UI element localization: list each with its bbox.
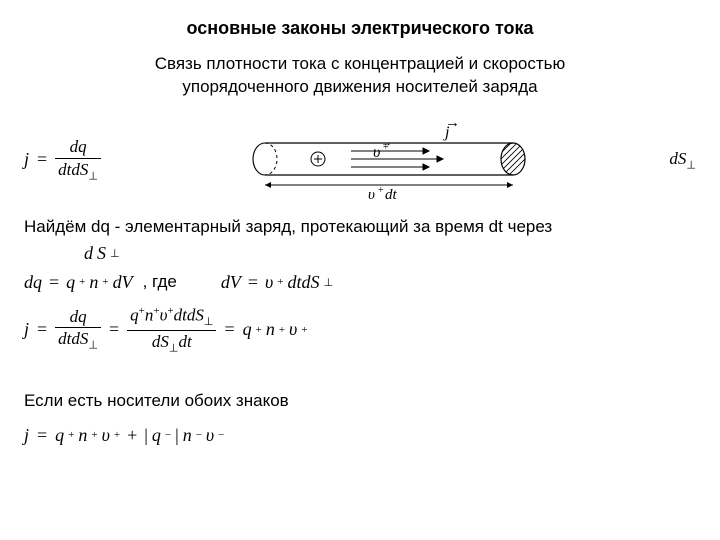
eq1-num: dq bbox=[67, 137, 90, 157]
eq-j-definition: j = dq dtdS⊥ bbox=[24, 137, 101, 183]
eq-dV: dV = υ+ dtdS⊥ bbox=[221, 272, 333, 293]
subtitle-line2: упорядоченного движения носителей заряда bbox=[182, 77, 537, 96]
gde-text: , где bbox=[143, 272, 177, 292]
subtitle: Связь плотности тока с концентрацией и с… bbox=[24, 53, 696, 99]
eq1-den: dtdS⊥ bbox=[55, 160, 101, 183]
equation-and-figure-row: j = dq dtdS⊥ → j bbox=[24, 117, 696, 203]
eq-dq: dq = q+ n+ dV bbox=[24, 272, 133, 293]
svg-text:+: + bbox=[378, 185, 384, 196]
eq1-lhs: j bbox=[24, 149, 29, 170]
svg-text:→: → bbox=[381, 137, 392, 149]
subtitle-line1: Связь плотности тока с концентрацией и с… bbox=[155, 54, 566, 73]
eq-j-derivation: j = dq dtdS⊥ = q+n+υ+dtdS⊥ dS⊥dt = q+ n+… bbox=[24, 305, 308, 355]
eq1-eq: = bbox=[37, 149, 47, 170]
ds-perp-standalone: dS⊥ bbox=[84, 243, 120, 264]
line-both-signs: Если есть носители обоих знаков bbox=[24, 391, 696, 411]
ds-perp-right: dS⊥ bbox=[669, 149, 696, 171]
page-title: основные законы электрического тока bbox=[24, 18, 696, 39]
svg-text:υ: υ bbox=[368, 187, 375, 203]
cylinder-figure: → j bbox=[109, 117, 657, 203]
eq1-frac: dq dtdS⊥ bbox=[55, 137, 101, 183]
line-find-dq: Найдём dq - элементарный заряд, протекаю… bbox=[24, 217, 696, 237]
eq-dq-line: dq = q+ n+ dV , где dV = υ+ dtdS⊥ bbox=[24, 272, 696, 293]
fig-j-label: j bbox=[443, 124, 450, 141]
eq-j-final: j = q+ n+ υ+ + | q− | n− υ− bbox=[24, 425, 224, 446]
svg-text:υ: υ bbox=[373, 144, 380, 161]
svg-text:dt: dt bbox=[385, 187, 398, 203]
